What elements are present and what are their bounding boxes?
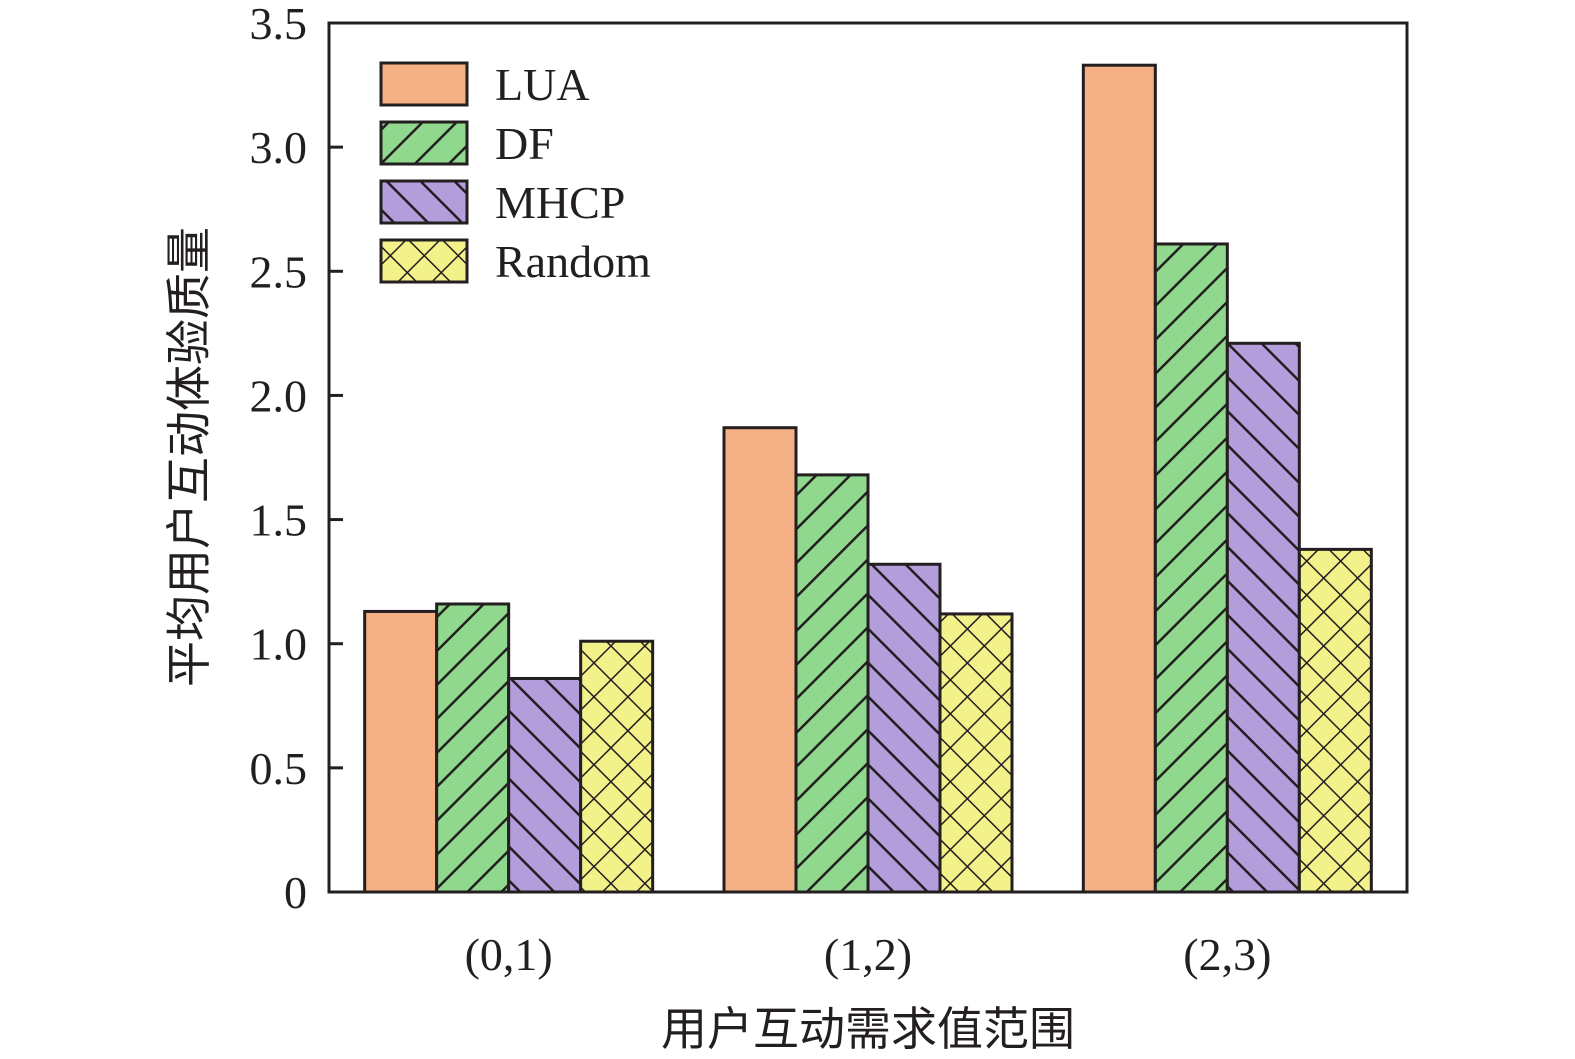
y-axis-ticks: 0 0.5 1.0 1.5 2.0 2.5 3.0 3.5 (250, 0, 343, 918)
bar-random-2 (938, 612, 1014, 894)
legend-swatch-lua (379, 61, 469, 107)
plot-frame (327, 21, 1409, 894)
bar-df-3 (1153, 242, 1229, 894)
x-tick-label: (1,2) (824, 929, 912, 980)
y-tick-label: 1.0 (250, 619, 308, 670)
legend-label-lua: LUA (495, 59, 590, 110)
bar-mhcp-2 (866, 562, 942, 894)
x-axis-ticks: (0,1) (1,2) (2,3) (465, 929, 1272, 980)
bar-random-1 (579, 639, 655, 894)
bar-random-3 (1297, 547, 1373, 894)
y-tick-label: 1.5 (250, 495, 308, 546)
y-tick-label: 2.5 (250, 246, 308, 297)
bar-mhcp-3 (1225, 341, 1301, 894)
x-tick-label: (0,1) (465, 929, 553, 980)
legend-swatch-random (379, 238, 469, 284)
x-axis-title: 用户互动需求值范围 (661, 1002, 1075, 1056)
y-tick-label: 3.5 (250, 0, 308, 49)
bar-mhcp-1 (507, 676, 583, 894)
y-axis-title: 平均用户互动体验质量 (162, 227, 216, 687)
bar-df-1 (435, 602, 511, 894)
bar-lua-3 (1081, 63, 1157, 894)
bar-lua-2 (722, 426, 798, 894)
legend-label-random: Random (495, 236, 651, 287)
y-tick-label: 3.0 (250, 122, 308, 173)
y-tick-label: 0 (284, 867, 307, 918)
bar-lua-1 (363, 609, 439, 894)
legend-swatch-mhcp (379, 179, 469, 225)
x-tick-label: (2,3) (1183, 929, 1271, 980)
legend-swatch-df (379, 120, 469, 166)
legend: LUA DF MHCP Random (379, 59, 651, 287)
bar-df-2 (794, 473, 870, 894)
legend-label-mhcp: MHCP (495, 177, 625, 228)
y-tick-label: 2.0 (250, 370, 308, 421)
bars-group (363, 63, 1373, 894)
legend-label-df: DF (495, 118, 554, 169)
y-tick-label: 0.5 (250, 743, 308, 794)
